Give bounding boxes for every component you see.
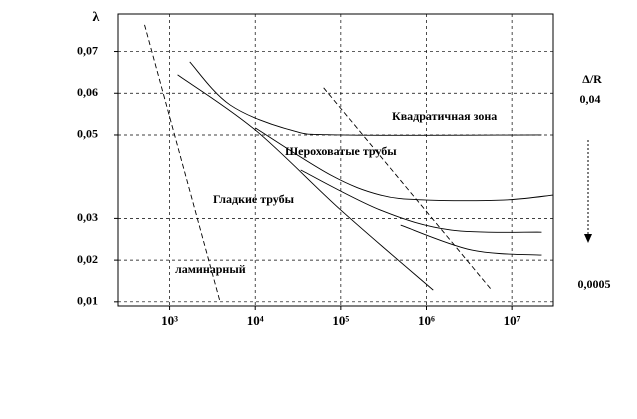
x-tick-label: 10³ bbox=[161, 313, 178, 328]
annotation: Гладкие трубы bbox=[213, 192, 295, 206]
curve bbox=[177, 74, 434, 291]
annotation: Шероховатые трубы bbox=[285, 144, 397, 158]
curve bbox=[254, 127, 554, 202]
x-tick-label: 10⁴ bbox=[247, 313, 264, 328]
curve bbox=[189, 61, 542, 136]
y-axis-label: λ bbox=[93, 10, 100, 25]
right-label: 0,04 bbox=[580, 92, 601, 106]
x-tick-label: 10⁵ bbox=[332, 313, 349, 328]
x-tick-label: 10⁷ bbox=[504, 313, 521, 328]
curve bbox=[300, 169, 542, 233]
curve bbox=[144, 24, 221, 303]
x-tick-label: 10⁶ bbox=[418, 313, 435, 328]
y-tick-label: 0,03 bbox=[77, 210, 98, 224]
y-tick-label: 0,05 bbox=[77, 127, 98, 141]
y-tick-label: 0,06 bbox=[77, 85, 98, 99]
plot-frame bbox=[117, 13, 554, 307]
arrow-head bbox=[584, 234, 592, 243]
curve bbox=[400, 224, 542, 256]
right-label: 0,0005 bbox=[578, 277, 611, 291]
y-tick-label: 0,02 bbox=[77, 252, 98, 266]
curve bbox=[323, 87, 493, 291]
y-tick-label: 0,07 bbox=[77, 43, 98, 57]
y-tick-label: 0,01 bbox=[77, 294, 98, 308]
right-label: Δ/R bbox=[582, 72, 602, 86]
annotation: ламинарный bbox=[175, 262, 246, 276]
annotation: Квадратичная зона bbox=[392, 109, 497, 123]
